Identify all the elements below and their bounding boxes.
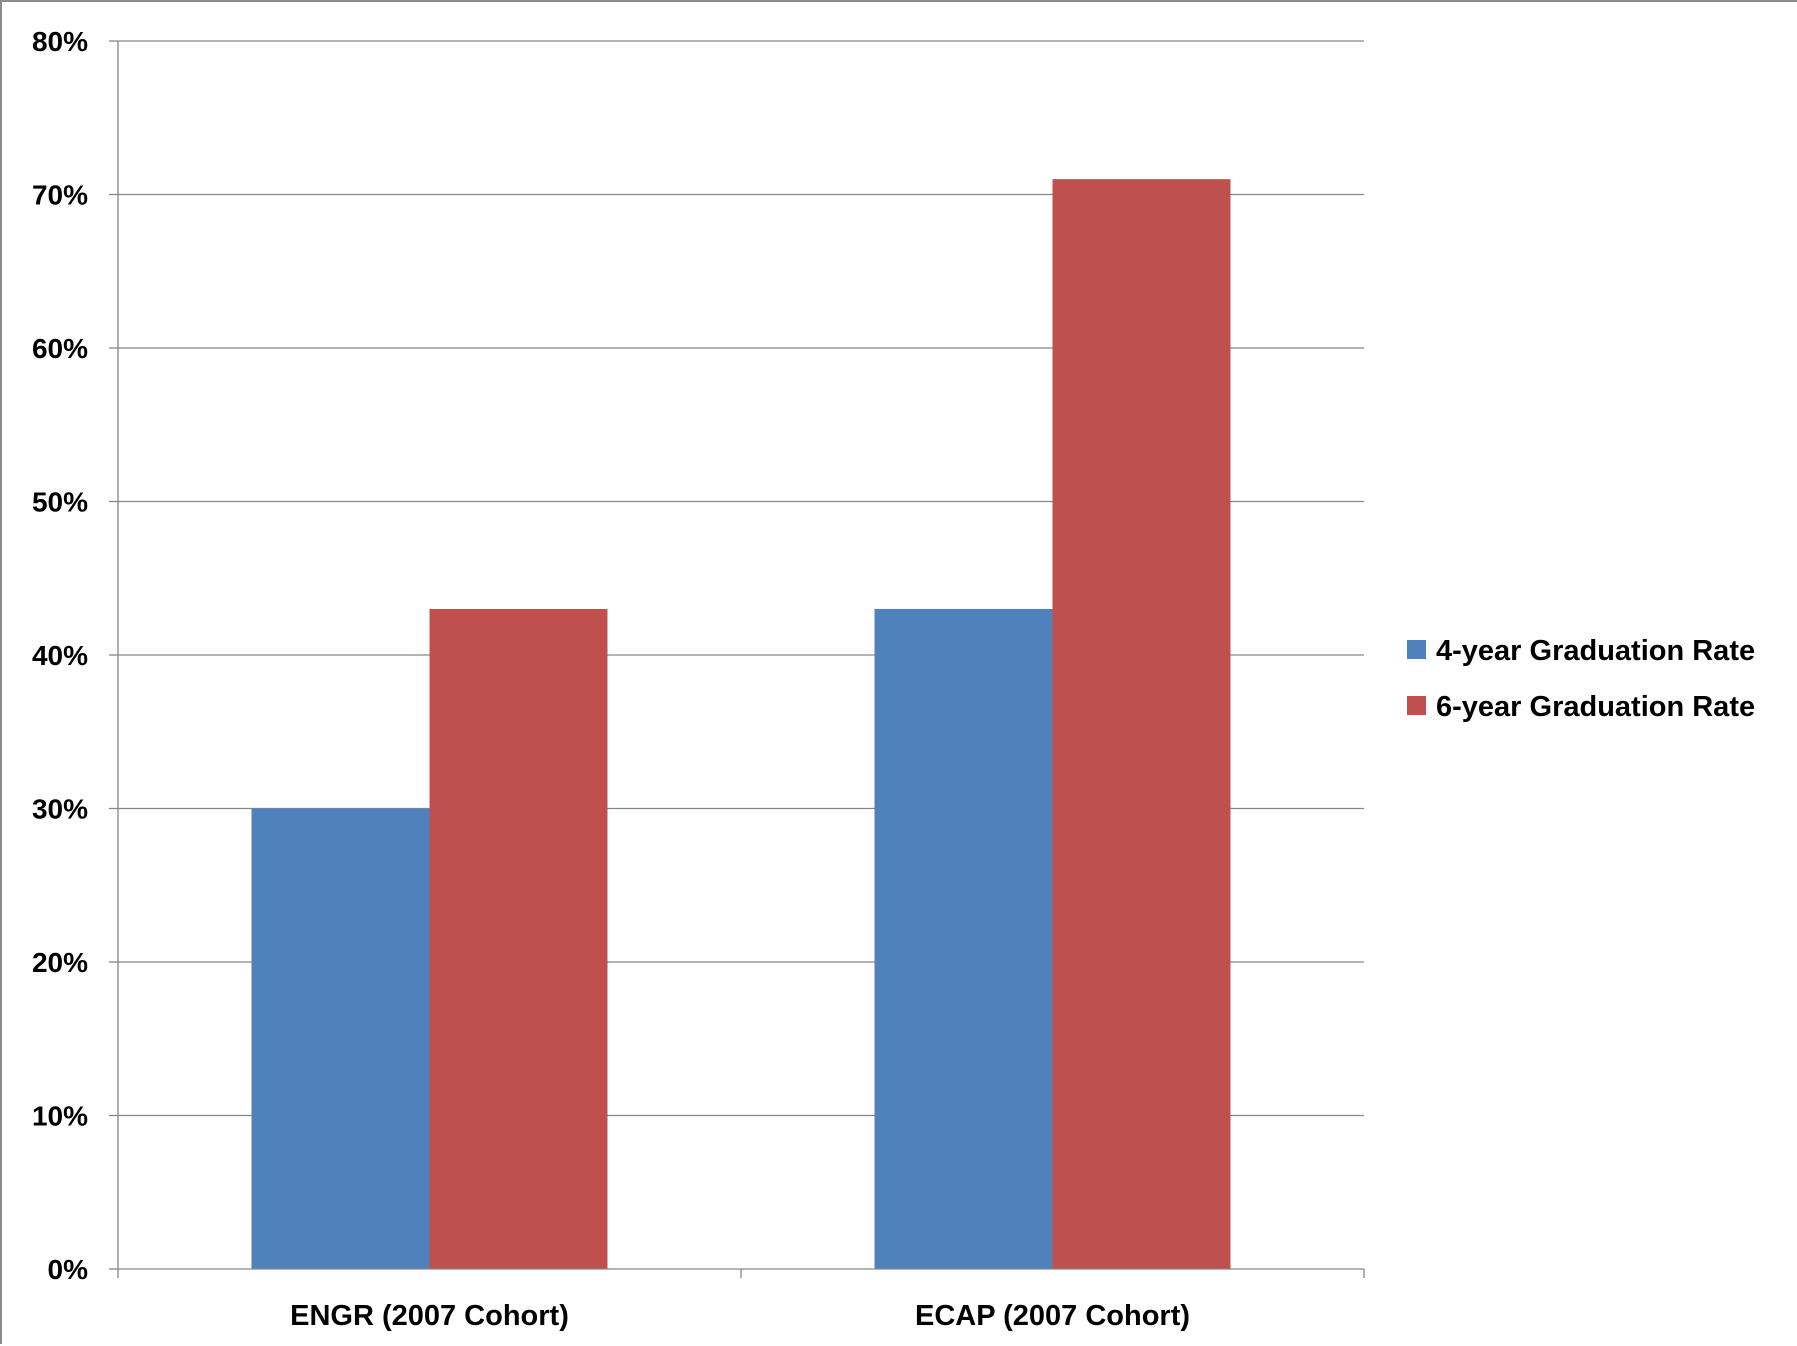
y-tick-label: 30% [32,794,88,825]
legend-label: 4-year Graduation Rate [1436,635,1755,667]
y-tick-label: 20% [32,947,88,978]
axes [109,40,1365,1278]
legend-swatch [1407,696,1426,715]
x-axis-category-labels: ENGR (2007 Cohort) ECAP (2007 Cohort) [290,1300,1190,1332]
legend: 4-year Graduation Rate 6-year Graduation … [1407,635,1755,723]
bar-6-year-engr [429,608,608,1269]
y-tick-label: 80% [32,26,88,57]
legend-label: 6-year Graduation Rate [1436,691,1755,723]
y-tick-label: 70% [32,180,88,211]
y-tick-label: 10% [32,1101,88,1132]
bar-6-year-ecap [1052,179,1231,1269]
legend-swatch [1407,640,1426,659]
y-tick-label: 60% [32,333,88,364]
bar-4-year-engr [251,808,430,1269]
y-tick-label: 0% [48,1254,89,1285]
y-axis-tick-labels: 0% 10% 20% 30% 40% 50% 60% 70% 80% [32,26,88,1285]
y-tick-label: 40% [32,640,88,671]
x-category-label: ENGR (2007 Cohort) [290,1300,569,1332]
bar-4-year-ecap [874,608,1053,1269]
bars [251,179,1231,1269]
x-category-label: ECAP (2007 Cohort) [915,1300,1190,1332]
y-tick-label: 50% [32,487,88,518]
